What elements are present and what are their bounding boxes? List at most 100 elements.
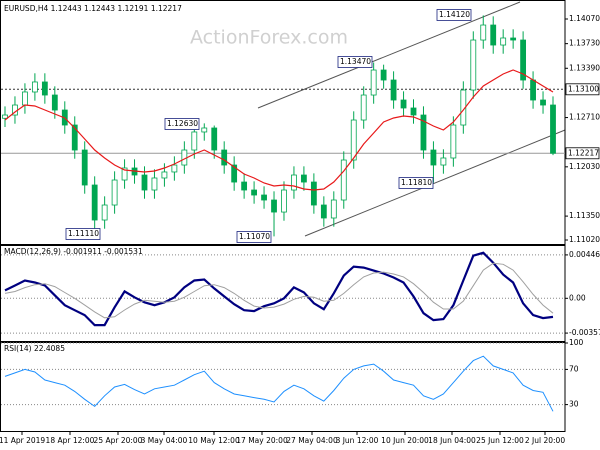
y-tick-label: 0.004463 [569,250,600,259]
watermark: ActionForex.com [190,27,348,49]
annotation-box [236,231,272,243]
annotation: 1.13470 [340,57,371,66]
y-tick-label: 1.11020 [569,235,600,244]
candle-body [320,204,327,219]
candle-body [31,81,38,93]
series-line [4,69,554,191]
candle-body [51,94,58,111]
candle-body [171,164,178,173]
x-tick-label: 3 Jun 12:00 [336,436,379,445]
candle-body [440,157,447,166]
x-tick-label: 11 Apr 2019 [0,436,45,445]
candle-body [370,69,377,96]
series-line [4,262,554,319]
candle-body [101,204,108,221]
channel-lower [304,129,566,237]
candle-body [71,124,78,151]
candle-body [151,177,158,191]
macd-panel [0,245,566,342]
candle-body [420,114,427,151]
level-box [565,147,600,160]
candle-body [410,107,417,116]
candle-body [540,99,546,106]
candle-body [310,181,317,206]
x-tick-label: 3 May 04:00 [141,436,188,445]
annotation-box [65,228,101,240]
candle-body [141,174,148,191]
annotation: 1.11070 [239,232,270,241]
candle-body [201,127,208,133]
annotation-box [436,9,472,21]
y-tick-label: 1.12030 [569,162,600,171]
level-label: 1.13100 [568,84,599,93]
candle-body [291,174,297,191]
y-tick-label: 70 [569,364,579,373]
candle-body [231,164,238,183]
y-tick-label: -0.003576 [569,328,600,337]
candle-body [211,127,218,151]
candle-body [360,94,367,121]
series-line [4,251,554,327]
candle-body [91,184,98,221]
candle-body [330,199,337,219]
candle-body [480,24,487,41]
rsi-title: RSI(14) 22.4085 [4,344,65,353]
candle-body [500,37,507,46]
y-tick-label: 30 [569,400,579,409]
candle-body [520,39,527,81]
candle-body [161,171,168,179]
x-tick-label: 10 Jun 20:00 [381,436,429,445]
y-tick-label: 1.13390 [569,63,600,72]
candle-body [251,189,257,196]
candle-body [2,114,8,119]
candle-body [550,104,556,154]
candle-body [281,189,287,213]
candle-body [301,174,307,183]
y-tick-label: 0.00 [569,293,586,302]
candle-body [490,24,497,46]
annotation: 1.11110 [68,229,99,238]
candle-body [400,99,407,109]
chart-title: EURUSD,H4 1.12443 1.12443 1.12191 1.1221… [4,4,182,13]
annotation-box [398,177,434,189]
annotation: 1.14120 [439,10,470,19]
macd-title: MACD(12,26,9) -0.001911 -0.001531 [4,247,143,256]
candle-body [241,181,248,191]
series-line [4,355,554,412]
candle-body [350,119,357,161]
candle-body [111,179,118,206]
candle-body [470,39,477,91]
x-tick-label: 10 May 12:00 [188,436,240,445]
candle-body [221,149,228,166]
x-tick-label: 25 Jun 12:00 [476,436,524,445]
y-tick-label: 1.11350 [569,211,600,220]
y-tick-label: 1.13730 [569,39,600,48]
candle-body [530,79,536,101]
annotation: 1.12630 [167,119,198,128]
candle-body [430,149,437,166]
annotation: 1.11810 [401,178,432,187]
candle-body [41,81,48,96]
x-tick-label: 18 Apr 12:00 [46,436,95,445]
x-tick-label: 18 Jun 04:00 [428,436,476,445]
level-label: 1.12217 [568,148,599,157]
x-tick-label: 27 May 04:00 [286,436,338,445]
candle-body [271,199,277,213]
y-tick-label: 1.12710 [569,113,600,122]
candle-body [380,69,387,81]
candle-body [450,124,457,159]
candle-body [261,194,267,201]
y-tick-label: 1.14070 [569,14,600,23]
candle-body [22,91,28,106]
x-tick-label: 2 Jul 20:00 [525,436,565,445]
y-tick-label: 100 [569,338,584,347]
x-tick-label: 25 Apr 20:00 [94,436,143,445]
annotation-box [164,118,200,130]
price-panel [0,0,566,245]
candle-body [510,37,517,41]
annotation-box [337,56,373,68]
candle-body [81,149,88,186]
x-tick-label: 17 May 20:00 [236,436,288,445]
